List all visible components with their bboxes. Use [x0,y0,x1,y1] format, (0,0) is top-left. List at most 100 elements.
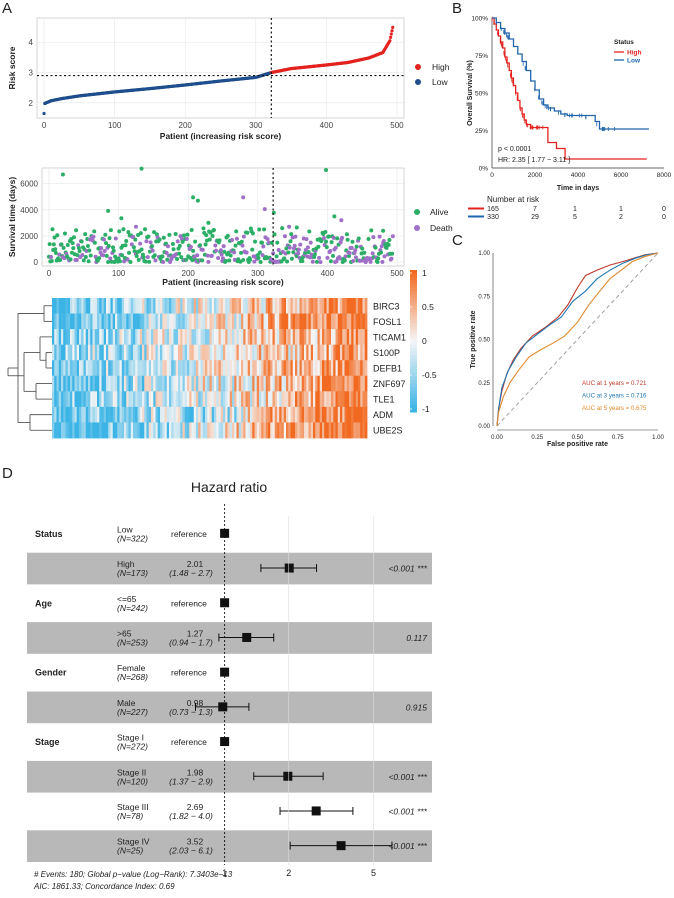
heatmap-cell [65,406,69,423]
heatmap-cell [200,313,204,330]
heatmap-cell [207,344,210,361]
heatmap-cell [70,344,73,361]
heatmap-cell [108,406,111,423]
heatmap-cell [295,329,298,346]
heatmap-cell [313,344,316,361]
heatmap-cell [256,360,260,377]
roc-diagonal [496,252,659,427]
heatmap-cell [83,391,87,408]
heatmap-cell [328,298,332,314]
colorbar-segment [410,397,417,402]
risk-legend-low-label: Low [432,77,448,87]
heatmap-cell [155,422,159,439]
heatmap-cell [342,298,345,314]
heatmap-cell [191,406,195,423]
heatmap-cell [63,360,66,377]
heatmap-cell [279,344,282,361]
heatmap-cell [328,344,332,361]
heatmap-cell [245,360,249,377]
heatmap-cell [169,375,172,392]
heatmap-cell [353,391,357,408]
heatmap-cell [306,298,309,314]
survival-point [101,237,106,242]
heatmap-cell [144,391,147,408]
survival-point [177,243,182,248]
heatmap-cell [182,406,186,423]
heatmap-cell [142,375,145,392]
heatmap-cell [360,391,363,408]
heatmap-cell [70,391,73,408]
heatmap-cell [245,298,249,314]
km-legend-title: Status [614,39,634,46]
survival-point [53,250,58,255]
heatmap-cell [70,298,73,314]
heatmap-cell [245,329,249,346]
heatmap-cell [126,422,129,439]
heatmap-cell [250,391,253,408]
heatmap-cell [277,422,280,439]
survival-legend-death-label: Death [430,223,453,233]
km-risk-value: 1 [619,206,623,213]
forest-point-box [283,771,293,781]
heatmap-cell [202,360,206,377]
heatmap-cell [295,344,298,361]
survival-point [131,234,136,239]
heatmap-cell [61,360,64,377]
heatmap-cell [65,422,69,439]
heatmap-cell [205,422,208,439]
heatmap-cell [61,422,64,439]
heatmap-cell [270,344,273,361]
colorbar-segment [410,312,417,317]
survival-point [201,226,206,231]
survival-point [47,242,52,247]
heatmap-cell [218,344,222,361]
colorbar-segment [410,365,417,370]
forest-ci-label: (0.73 − 1.3) [169,707,213,717]
forest-pvalue-label: 0.915 [406,702,428,712]
heatmap-cell [292,329,296,346]
heatmap-cell [153,391,156,408]
forest-ci-label: (1.82 − 4.0) [169,811,213,821]
heatmap-cell [308,313,312,330]
colorbar-segment [410,280,417,285]
heatmap-cell [220,375,224,392]
heatmap-cell [88,391,91,408]
heatmap-cell [349,406,352,423]
heatmap-cell [252,422,255,439]
heatmap-cell [272,298,276,314]
heatmap-cell [308,406,312,423]
heatmap-cell [256,406,260,423]
heatmap-cell [126,344,129,361]
heatmap-cell [202,298,206,314]
heatmap-cell [166,406,170,423]
heatmap-cell [196,329,199,346]
heatmap-cell [97,391,100,408]
survival-point [134,254,139,259]
heatmap-cell [175,406,179,423]
heatmap-cell [198,406,201,423]
survival-point [298,242,303,247]
heatmap-cell [171,406,174,423]
heatmap-cell [308,329,312,346]
heatmap-cell [281,391,285,408]
heatmap-cell [247,422,251,439]
heatmap-cell [178,298,181,314]
survival-point [234,229,239,234]
survival-point [149,244,154,249]
heatmap-cell [254,391,258,408]
heatmap-cell [99,329,102,346]
heatmap-cell [128,375,132,392]
heatmap-cell [103,298,107,314]
heatmap-cell [99,344,102,361]
heatmap-cell [229,329,233,346]
heatmap-cell [72,298,75,314]
heatmap-cell [259,375,262,392]
heatmap-cell [247,313,251,330]
heatmap-cell [328,329,332,346]
heatmap-cell [272,329,276,346]
survival-point [161,235,166,240]
heatmap-cell [362,298,366,314]
heatmap-cell [157,391,161,408]
heatmap-cell [304,422,307,439]
